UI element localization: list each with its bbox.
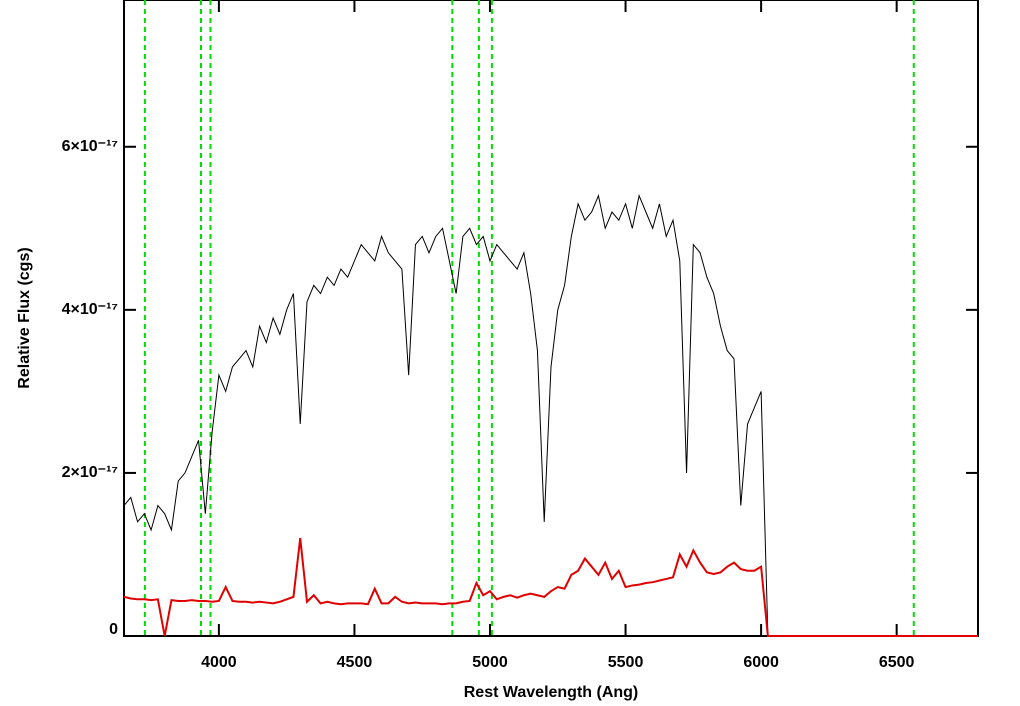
x-tick-label: 5000: [472, 654, 508, 671]
y-axis-label: Relative Flux (cgs): [16, 247, 33, 388]
x-tick-label: 4500: [337, 654, 373, 671]
y-tick-label: 4×10⁻¹⁷: [62, 301, 118, 318]
y-tick-label: 0: [109, 621, 118, 638]
x-tick-label: 6000: [743, 654, 779, 671]
y-tick-label: 6×10⁻¹⁷: [62, 138, 118, 155]
x-tick-label: 6500: [879, 654, 915, 671]
plot-frame: [123, 0, 979, 637]
spectrum-line: [123, 194, 978, 637]
x-tick-label: 5500: [608, 654, 644, 671]
x-axis-label: Rest Wavelength (Ang): [464, 684, 639, 701]
x-tick-label: 4000: [201, 654, 237, 671]
y-tick-label: 2×10⁻¹⁷: [62, 464, 118, 481]
spectrum-line: [123, 538, 978, 637]
